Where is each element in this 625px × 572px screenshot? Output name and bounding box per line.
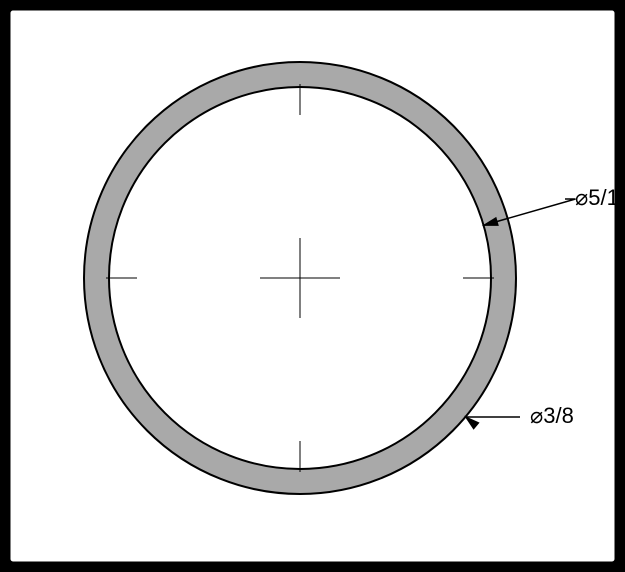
- inner-diameter-label: ⌀5/16: [575, 185, 625, 210]
- outer-diameter-label: ⌀3/8: [530, 403, 574, 428]
